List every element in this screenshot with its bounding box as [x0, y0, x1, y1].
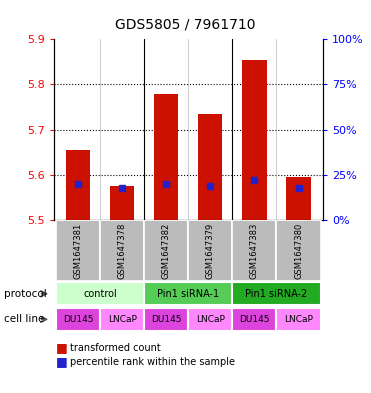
- Text: ■: ■: [56, 341, 68, 354]
- Text: protocol: protocol: [4, 289, 46, 299]
- Text: GSM1647379: GSM1647379: [206, 222, 215, 279]
- Bar: [66, 150, 90, 220]
- Bar: [56, 282, 144, 305]
- Text: ■: ■: [56, 355, 68, 368]
- Text: GDS5805 / 7961710: GDS5805 / 7961710: [115, 18, 256, 32]
- Bar: [110, 186, 134, 220]
- Bar: [232, 220, 276, 281]
- Bar: [198, 114, 223, 220]
- Text: Pin1 siRNA-2: Pin1 siRNA-2: [245, 289, 308, 299]
- Text: Pin1 siRNA-1: Pin1 siRNA-1: [157, 289, 219, 299]
- Bar: [188, 220, 232, 281]
- Text: cell line: cell line: [4, 314, 44, 324]
- Text: DU145: DU145: [63, 315, 93, 324]
- Bar: [154, 94, 178, 220]
- Bar: [56, 220, 100, 281]
- Text: control: control: [83, 289, 117, 299]
- Text: DU145: DU145: [151, 315, 181, 324]
- Bar: [100, 220, 144, 281]
- Bar: [242, 60, 266, 220]
- Bar: [276, 220, 321, 281]
- Text: percentile rank within the sample: percentile rank within the sample: [70, 356, 236, 367]
- Text: GSM1647380: GSM1647380: [294, 222, 303, 279]
- Text: GSM1647381: GSM1647381: [73, 222, 82, 279]
- Bar: [144, 308, 188, 331]
- Bar: [286, 177, 311, 220]
- Bar: [144, 282, 232, 305]
- Text: DU145: DU145: [239, 315, 270, 324]
- Text: LNCaP: LNCaP: [196, 315, 225, 324]
- Bar: [100, 308, 144, 331]
- Text: GSM1647378: GSM1647378: [118, 222, 127, 279]
- Text: LNCaP: LNCaP: [284, 315, 313, 324]
- Bar: [276, 308, 321, 331]
- Bar: [232, 308, 276, 331]
- Text: LNCaP: LNCaP: [108, 315, 137, 324]
- Bar: [144, 220, 188, 281]
- Text: GSM1647382: GSM1647382: [162, 222, 171, 279]
- Bar: [188, 308, 232, 331]
- Bar: [56, 308, 100, 331]
- Text: GSM1647383: GSM1647383: [250, 222, 259, 279]
- Bar: [232, 282, 321, 305]
- Text: transformed count: transformed count: [70, 343, 161, 353]
